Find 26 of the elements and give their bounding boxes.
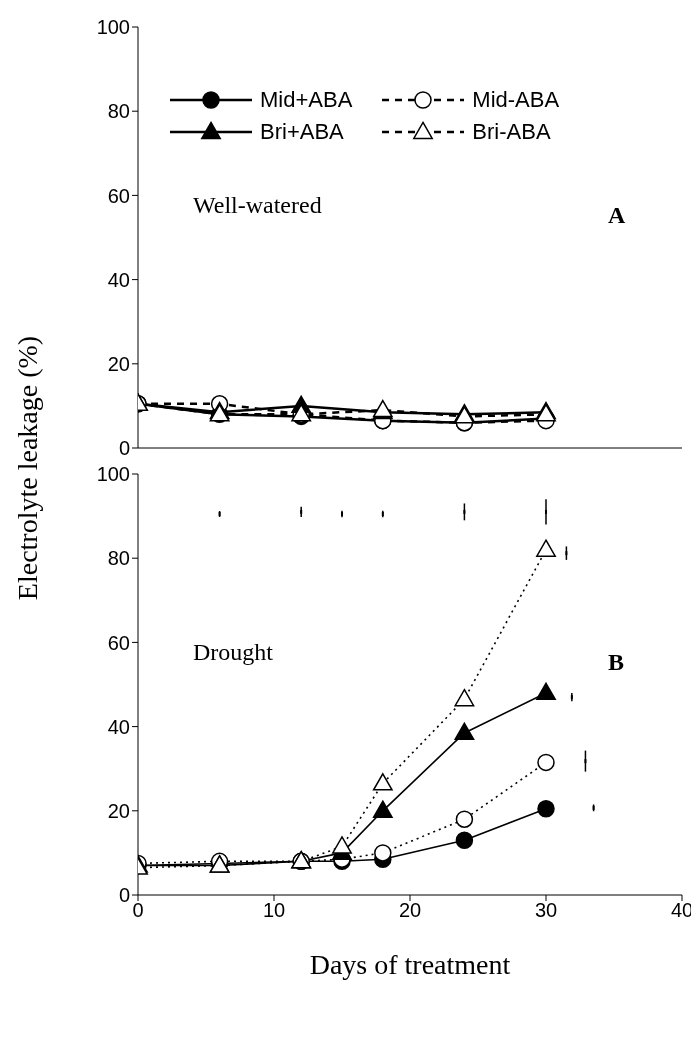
annotation: B bbox=[608, 649, 625, 676]
y-axis-title: Electrolyte leakage (%) bbox=[12, 335, 44, 601]
y-tick-label: 0 bbox=[118, 437, 130, 460]
y-tick-label: 20 bbox=[107, 352, 130, 375]
x-tick-label: 0 bbox=[132, 899, 144, 922]
x-tick-label: 10 bbox=[262, 899, 286, 922]
annotation: A bbox=[608, 202, 626, 229]
legend-label: Mid+ABA bbox=[260, 87, 353, 113]
y-tick-label: 100 bbox=[96, 463, 130, 486]
x-axis-title: Days of treatment bbox=[308, 949, 512, 981]
y-tick-label: 0 bbox=[118, 884, 130, 907]
y-tick-label: 100 bbox=[96, 16, 130, 39]
annotation: Well-watered bbox=[193, 192, 322, 219]
y-tick-label: 60 bbox=[107, 631, 130, 654]
legend-label: Bri-ABA bbox=[472, 119, 551, 145]
y-tick-label: 60 bbox=[107, 184, 130, 207]
y-tick-label: 40 bbox=[107, 268, 130, 291]
x-tick-label: 30 bbox=[534, 899, 558, 922]
legend-label: Mid-ABA bbox=[472, 87, 560, 113]
y-tick-label: 80 bbox=[107, 100, 130, 123]
y-tick-label: 40 bbox=[107, 715, 130, 738]
y-tick-label: 20 bbox=[107, 799, 130, 822]
annotation: Drought bbox=[193, 639, 273, 666]
y-tick-label: 80 bbox=[107, 547, 130, 570]
legend-label: Bri+ABA bbox=[260, 119, 344, 145]
x-tick-label: 20 bbox=[398, 899, 422, 922]
